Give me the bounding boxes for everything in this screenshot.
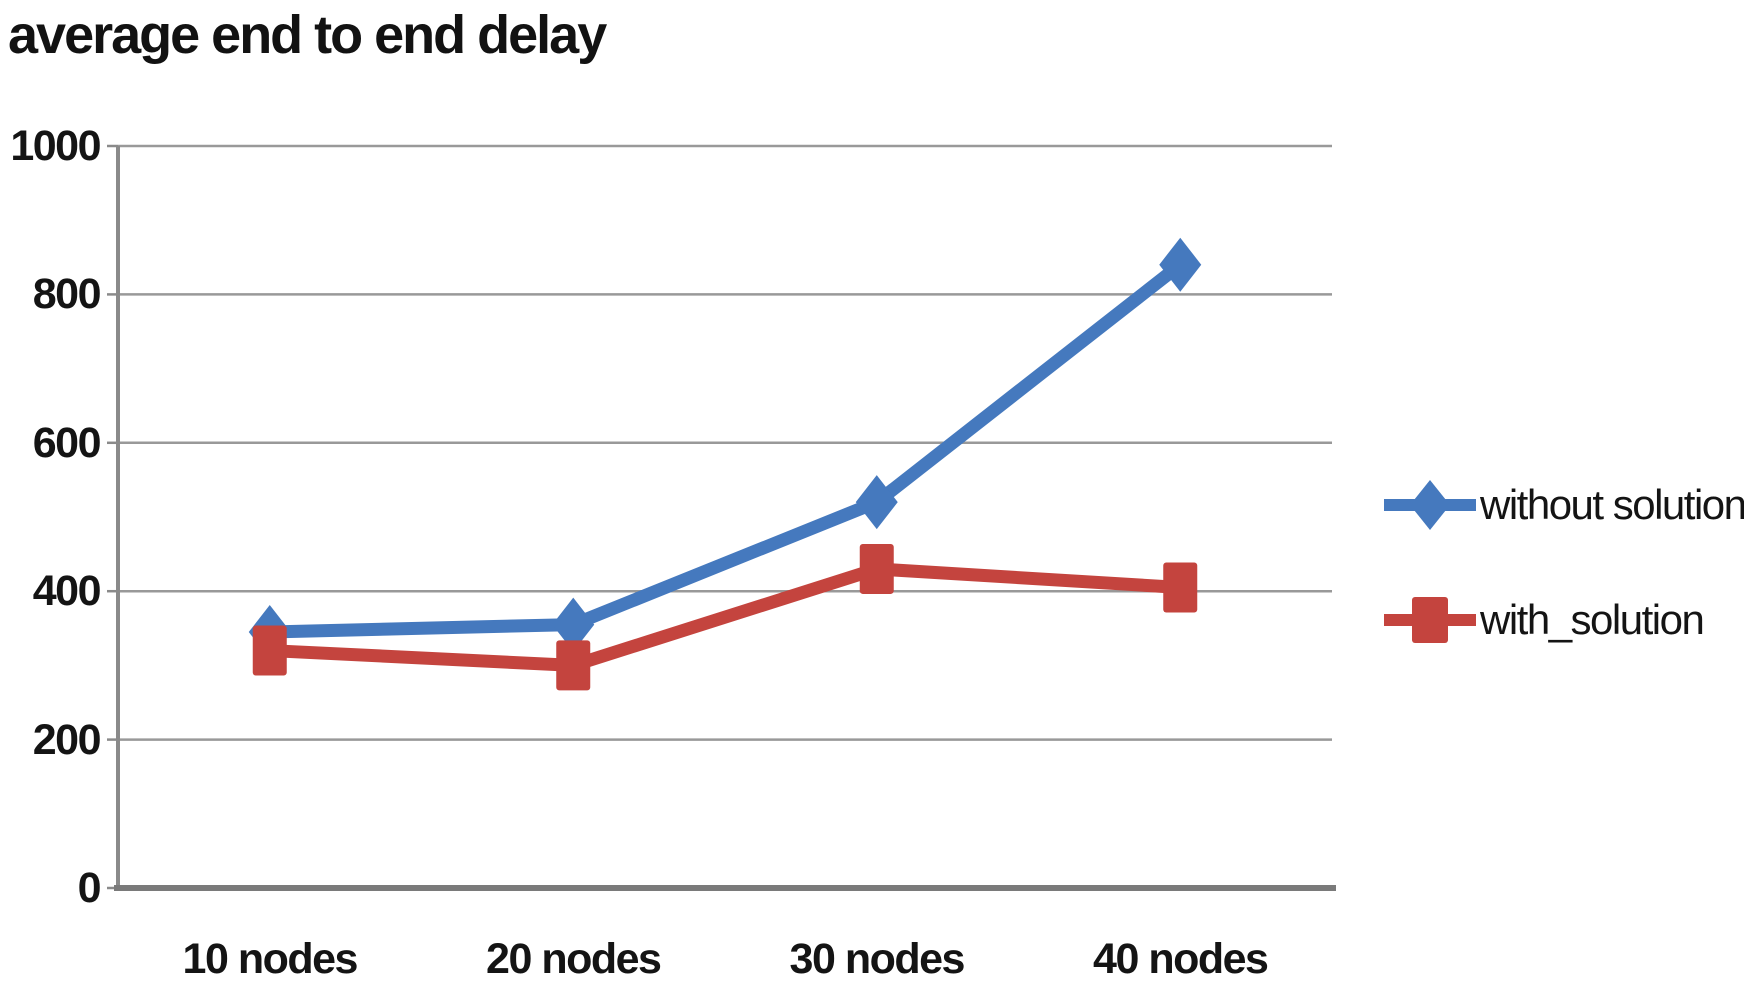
legend-item-without-solution: without solution (1384, 477, 1744, 533)
y-tick-label: 1000 (10, 122, 101, 170)
plot-svg (107, 144, 1336, 891)
square-marker-icon (1412, 597, 1448, 643)
legend-label: without solution (1480, 481, 1744, 528)
square-marker-icon (556, 640, 591, 691)
series-line-0 (263, 258, 1187, 639)
x-axis: 10 nodes 20 nodes 30 nodes 40 nodes (118, 938, 1332, 993)
diamond-marker-icon (1159, 237, 1202, 292)
x-axis-label: 20 nodes (486, 935, 662, 983)
diamond-legend-marker-icon (1384, 480, 1476, 530)
y-tick-label: 600 (32, 418, 102, 467)
diamond-marker-icon (1410, 480, 1450, 530)
y-tick-label: 800 (32, 270, 102, 319)
plot-area (107, 144, 1336, 891)
square-legend-marker-icon (1384, 597, 1476, 643)
diamond-marker-icon (855, 475, 898, 530)
y-axis: 0 200 400 600 800 1000 (0, 125, 102, 910)
y-tick-label: 400 (32, 567, 102, 616)
square-marker-icon (1163, 562, 1198, 613)
y-tick-label: 200 (32, 715, 102, 764)
diamond-marker-icon (552, 597, 595, 652)
legend-item-with-solution: with_solution (1384, 592, 1744, 648)
legend-label: with_solution (1480, 596, 1705, 643)
x-axis-label: 30 nodes (789, 935, 966, 983)
x-axis-label: 40 nodes (1093, 935, 1269, 983)
series-line-1 (263, 562, 1187, 672)
y-tick-label: 0 (77, 864, 102, 912)
chart-title: average end to end delay (8, 5, 607, 65)
square-marker-icon (252, 625, 287, 676)
x-axis-label: 10 nodes (182, 935, 359, 983)
legend: without solution with_solution (1384, 477, 1744, 648)
square-marker-icon (859, 543, 894, 594)
